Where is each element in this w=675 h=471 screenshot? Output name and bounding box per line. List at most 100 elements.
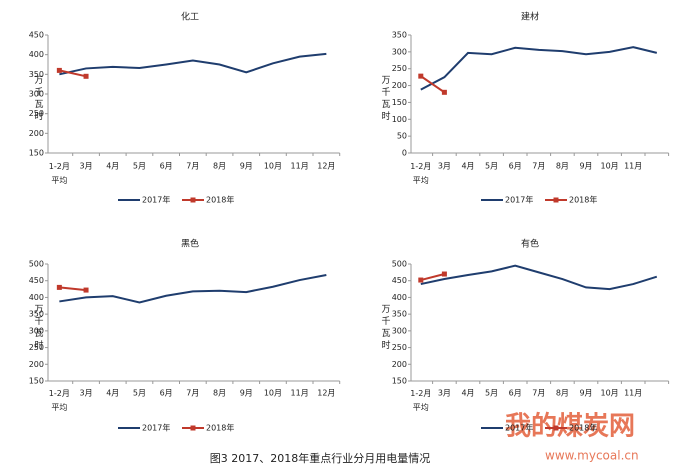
y-tick-label: 350 [392, 310, 407, 319]
y-tick-label: 300 [392, 326, 407, 335]
y-tick-label: 250 [392, 343, 407, 352]
legend-label: 2018年 [206, 423, 234, 433]
marker [441, 271, 447, 277]
marker [83, 287, 89, 293]
marker [83, 73, 89, 79]
x-tick-label: 12月 [317, 162, 335, 171]
chart-title: 建材 [521, 11, 539, 23]
y-tick-label: 300 [29, 326, 44, 335]
x-tick-label: 5月 [485, 389, 498, 398]
x-tick-label: 4月 [106, 162, 119, 171]
x-tick-label: 7月 [186, 162, 199, 171]
series-line [420, 75, 445, 94]
legend-marker [190, 197, 196, 203]
x-tick-label: 7月 [186, 389, 199, 398]
y-axis-label: 万千瓦时 [33, 75, 44, 123]
chart-title: 化工 [181, 11, 199, 23]
x-tick-line: 1-2月 [49, 162, 70, 171]
marker [56, 284, 62, 290]
y-tick-label: 0 [402, 149, 407, 158]
y-tick-label: 250 [392, 64, 407, 73]
y-tick-label: 450 [392, 276, 407, 285]
x-tick-label: 1-2月平均 [410, 389, 431, 412]
marker [441, 89, 447, 95]
x-tick-label: 8月 [556, 162, 569, 171]
watermark-url: www.mycoal.cn [545, 449, 639, 463]
y-tick-label: 200 [29, 129, 44, 138]
x-tick-label: 10月 [601, 389, 619, 398]
x-tick-label: 7月 [532, 162, 545, 171]
y-tick-label: 150 [29, 149, 44, 158]
y-axis-label: 万千瓦时 [380, 304, 391, 352]
x-tick-label: 11月 [624, 389, 642, 398]
series-line [59, 286, 87, 292]
marker [418, 73, 424, 79]
series-line [420, 264, 658, 291]
legend-label: 2018年 [206, 195, 234, 205]
legend-label: 2017年 [142, 423, 170, 433]
series-line [420, 273, 445, 282]
y-tick-label: 350 [29, 310, 44, 319]
y-tick-label: 150 [29, 377, 44, 386]
x-tick-label: 5月 [485, 162, 498, 171]
x-tick-label: 10月 [264, 162, 282, 171]
y-tick-label: 150 [392, 98, 407, 107]
x-tick-label: 11月 [291, 162, 309, 171]
x-tick-line: 1-2月 [410, 389, 431, 398]
x-tick-label: 3月 [80, 389, 93, 398]
y-tick-label: 450 [29, 276, 44, 285]
legend-marker [553, 425, 559, 431]
x-tick-label: 3月 [438, 389, 451, 398]
x-tick-label: 8月 [213, 389, 226, 398]
x-tick-label: 8月 [213, 162, 226, 171]
y-tick-label: 400 [29, 50, 44, 59]
series-line [420, 46, 658, 91]
x-tick-label: 3月 [80, 162, 93, 171]
x-tick-label: 3月 [438, 162, 451, 171]
x-tick-label: 6月 [509, 162, 522, 171]
x-tick-label: 8月 [556, 389, 569, 398]
legend-label: 2017年 [505, 423, 533, 433]
x-tick-label: 12月 [317, 389, 335, 398]
x-tick-label: 11月 [291, 389, 309, 398]
series-line [59, 52, 327, 76]
y-tick-label: 500 [392, 260, 407, 269]
legend-label: 2017年 [505, 195, 533, 205]
x-tick-label: 9月 [240, 389, 253, 398]
x-tick-label: 9月 [579, 389, 592, 398]
legend-label: 2018年 [569, 423, 597, 433]
x-tick-label: 9月 [579, 162, 592, 171]
y-tick-label: 300 [392, 47, 407, 56]
x-tick-label: 6月 [160, 162, 173, 171]
y-tick-label: 100 [392, 115, 407, 124]
x-tick-line: 1-2月 [410, 162, 431, 171]
y-tick-label: 50 [397, 132, 407, 141]
y-tick-label: 500 [29, 260, 44, 269]
x-tick-label: 1-2月平均 [410, 162, 431, 185]
y-tick-label: 400 [392, 293, 407, 302]
x-tick-label: 7月 [532, 389, 545, 398]
x-tick-label: 5月 [133, 389, 146, 398]
y-tick-label: 250 [29, 343, 44, 352]
x-tick-label: 4月 [461, 389, 474, 398]
x-tick-line: 平均 [413, 402, 429, 412]
x-tick-label: 4月 [461, 162, 474, 171]
x-tick-label: 10月 [601, 162, 619, 171]
x-tick-label: 1-2月平均 [49, 162, 70, 185]
x-tick-label: 5月 [133, 162, 146, 171]
legend-label: 2017年 [142, 195, 170, 205]
y-tick-label: 250 [29, 109, 44, 118]
marker [418, 277, 424, 283]
x-tick-line: 1-2月 [49, 389, 70, 398]
y-tick-label: 200 [392, 81, 407, 90]
y-tick-label: 400 [29, 293, 44, 302]
x-tick-label: 6月 [160, 389, 173, 398]
legend-marker [553, 197, 559, 203]
y-tick-label: 350 [29, 70, 44, 79]
y-tick-label: 200 [29, 360, 44, 369]
caption: 图3 2017、2018年重点行业分月用电量情况 [210, 451, 430, 465]
y-tick-label: 150 [392, 377, 407, 386]
chart-title: 有色 [521, 238, 539, 250]
x-tick-line: 平均 [51, 175, 67, 185]
y-axis-label: 万千瓦时 [380, 75, 391, 123]
